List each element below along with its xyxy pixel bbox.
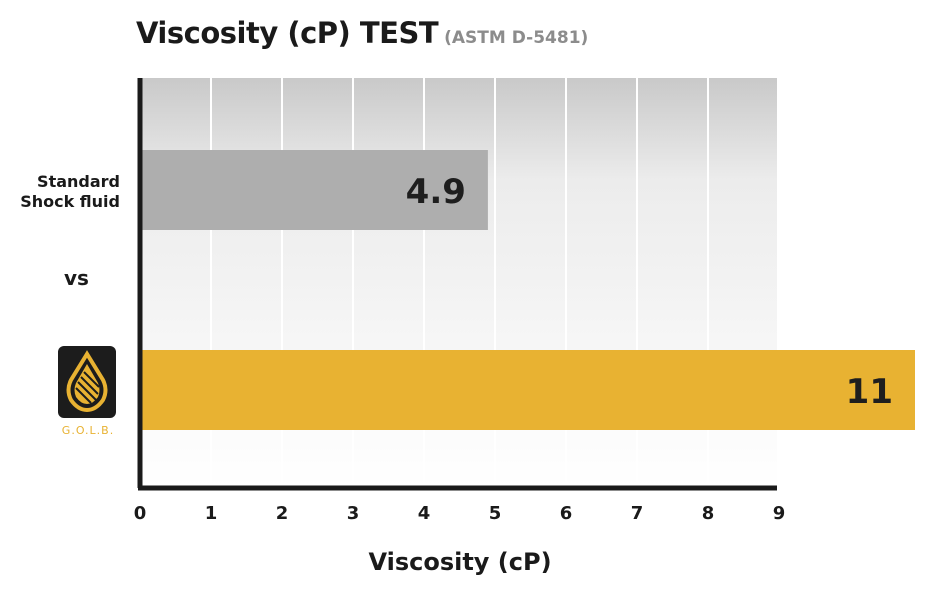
bar — [140, 150, 488, 230]
x-tick-label: 7 — [631, 503, 644, 524]
category-label-line: Shock fluid — [20, 192, 120, 211]
chart-title-text: Viscosity (cP) TEST — [136, 16, 439, 50]
category-label-line: Standard — [37, 172, 120, 191]
chart-subtitle: (ASTM D-5481) — [444, 28, 589, 48]
bars: 4.9 11 — [140, 150, 915, 430]
bar-value-label: 4.9 — [406, 172, 466, 212]
bar — [140, 350, 915, 430]
x-tick-label: 8 — [702, 503, 715, 524]
x-tick-label: 2 — [276, 503, 289, 524]
x-tick-label: 4 — [418, 503, 431, 524]
x-tick-label: 5 — [489, 503, 502, 524]
x-tick-label: 6 — [560, 503, 573, 524]
bar-value-label: 11 — [846, 372, 893, 412]
x-tick-labels: 0 1 2 3 4 5 6 7 8 9 — [134, 503, 786, 524]
golb-logo-text: G.O.L.B. — [61, 424, 115, 437]
vs-label: vs — [64, 266, 89, 290]
category-label-standard: Standard Shock fluid — [10, 172, 120, 212]
x-tick-label: 9 — [773, 503, 786, 524]
golb-logo-icon — [58, 346, 116, 418]
x-tick-label: 0 — [134, 503, 147, 524]
x-tick-label: 3 — [347, 503, 360, 524]
x-axis-title: Viscosity (cP) — [368, 548, 552, 576]
x-tick-label: 1 — [205, 503, 218, 524]
chart-title: Viscosity (cP) TEST (ASTM D-5481) — [136, 16, 588, 50]
